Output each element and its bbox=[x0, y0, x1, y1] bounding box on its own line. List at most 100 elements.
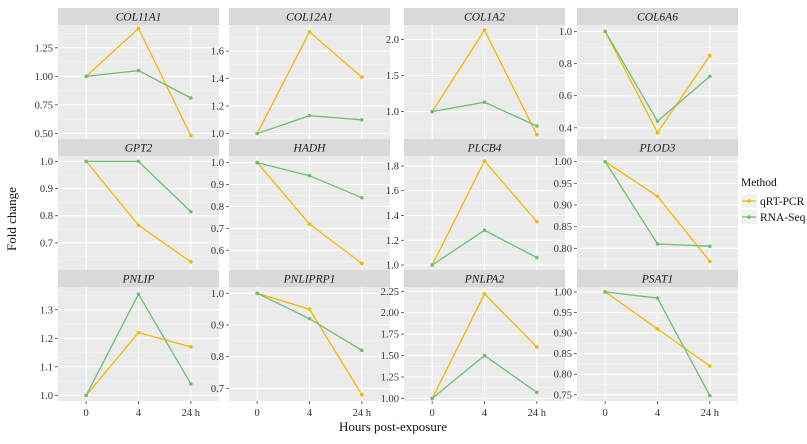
y-tick-label: 1.2 bbox=[40, 334, 53, 345]
data-point-qrt-pcr bbox=[655, 130, 660, 135]
panel-strip bbox=[58, 8, 219, 25]
panel-col11a1: COL11A1 0.50 0.75 1.00 1.25 bbox=[35, 8, 219, 140]
panel-title: PSAT1 bbox=[641, 274, 674, 286]
x-axis-title: Hours post-exposure bbox=[339, 419, 447, 434]
y-tick-label: 0.80 bbox=[554, 370, 572, 381]
x-tick-label: 4 bbox=[655, 408, 661, 419]
legend-label-rna-seq: RNA-Seq bbox=[760, 212, 806, 224]
x-tick-label: 0 bbox=[255, 408, 260, 419]
data-point-rna-seq bbox=[84, 393, 88, 398]
x-tick-label: 24 h bbox=[701, 408, 720, 419]
data-point-qrt-pcr bbox=[655, 194, 660, 199]
data-point-qrt-pcr bbox=[482, 28, 487, 32]
data-point-rna-seq bbox=[307, 173, 312, 178]
y-tick-label: 1.50 bbox=[381, 351, 399, 362]
panel-col1a2: COL1A2 1.0 1.5 2.0 bbox=[386, 8, 565, 139]
panel-plcb4: PLCB4 1.0 1.2 1.4 1.6 1.8 bbox=[386, 139, 565, 272]
x-tick-label: 0 bbox=[603, 408, 608, 419]
y-tick-label: 0.4 bbox=[559, 123, 573, 134]
y-tick-label: 0.75 bbox=[35, 100, 53, 111]
data-point-qrt-pcr bbox=[189, 345, 193, 349]
y-tick-label: 1.0 bbox=[40, 157, 53, 168]
y-tick-label: 1.0 bbox=[40, 391, 53, 402]
data-point-rna-seq bbox=[307, 316, 312, 321]
panel-title: HADH bbox=[293, 143, 327, 155]
y-tick-label: 0.7 bbox=[211, 384, 224, 395]
y-tick-label: 0.90 bbox=[554, 329, 572, 340]
data-point-rna-seq bbox=[430, 396, 434, 401]
data-point-rna-seq bbox=[136, 159, 141, 164]
data-point-qrt-pcr bbox=[189, 260, 193, 264]
data-point-rna-seq bbox=[708, 244, 712, 248]
y-tick-label: 1.0 bbox=[386, 261, 399, 272]
panel-strip bbox=[58, 139, 219, 156]
data-point-qrt-pcr bbox=[360, 392, 364, 397]
data-point-rna-seq bbox=[136, 68, 141, 73]
y-tick-label: 0.7 bbox=[211, 224, 224, 235]
data-point-qrt-pcr bbox=[136, 330, 141, 335]
data-point-rna-seq bbox=[360, 348, 364, 353]
y-tick-label: 1.00 bbox=[554, 157, 572, 168]
x-tick-label: 0 bbox=[84, 408, 89, 419]
data-point-rna-seq bbox=[535, 390, 539, 395]
panel-title: PLOD3 bbox=[639, 143, 676, 155]
y-tick-label: 2.25 bbox=[381, 287, 399, 298]
y-tick-label: 1.4 bbox=[211, 74, 225, 85]
y-tick-label: 0.75 bbox=[554, 390, 572, 401]
y-tick-label: 0.9 bbox=[40, 184, 53, 195]
y-tick-label: 0.95 bbox=[554, 179, 572, 190]
data-point-rna-seq bbox=[189, 96, 193, 100]
y-tick-label: 1.0 bbox=[211, 158, 224, 169]
y-tick-label: 0.6 bbox=[559, 91, 572, 102]
data-point-qrt-pcr bbox=[708, 259, 712, 264]
y-tick-label: 1.4 bbox=[386, 211, 400, 222]
y-tick-label: 2.00 bbox=[381, 308, 399, 319]
x-tick-label: 4 bbox=[136, 408, 142, 419]
panel-psat1: PSAT1 0.75 0.80 0.85 0.90 0.95 1.00 0 4 24 h bbox=[554, 270, 738, 419]
legend: Method qRT-PCR RNA-Seq bbox=[741, 177, 806, 224]
data-point-qrt-pcr bbox=[482, 159, 487, 163]
panel-title: PNLIP bbox=[122, 274, 155, 286]
legend-key-point-qrt-pcr bbox=[747, 199, 751, 203]
data-point-qrt-pcr bbox=[535, 219, 539, 224]
y-tick-label: 1.6 bbox=[386, 186, 399, 197]
panel-pnlip: PNLIP 1.0 1.1 1.2 1.3 0 4 24 h bbox=[40, 270, 219, 419]
y-tick-label: 1.0 bbox=[211, 129, 224, 140]
data-point-rna-seq bbox=[603, 29, 607, 34]
panel-title: PNLIPRP1 bbox=[283, 274, 336, 286]
data-point-rna-seq bbox=[136, 292, 141, 296]
x-tick-label: 24 h bbox=[182, 408, 201, 419]
y-tick-label: 0.9 bbox=[211, 180, 224, 191]
data-point-qrt-pcr bbox=[535, 345, 539, 349]
data-point-rna-seq bbox=[708, 74, 712, 79]
panel-strip bbox=[404, 270, 565, 287]
y-tick-label: 0.8 bbox=[40, 211, 53, 222]
data-point-qrt-pcr bbox=[360, 75, 364, 79]
y-tick-label: 1.6 bbox=[211, 47, 224, 58]
y-tick-label: 1.25 bbox=[35, 43, 53, 54]
panel-strip bbox=[229, 270, 390, 287]
panel-strip bbox=[229, 8, 390, 25]
data-point-qrt-pcr bbox=[136, 26, 141, 31]
data-point-qrt-pcr bbox=[307, 30, 312, 34]
legend-key-point-rna-seq bbox=[747, 215, 751, 219]
y-tick-label: 0.90 bbox=[554, 200, 572, 211]
panel-strip bbox=[577, 270, 738, 287]
legend-label-qrt-pcr: qRT-PCR bbox=[760, 196, 805, 208]
y-tick-label: 0.8 bbox=[211, 202, 224, 213]
y-tick-label: 0.8 bbox=[559, 59, 572, 70]
panel-pnliprp1: PNLIPRP1 0.7 0.8 0.9 1.0 0 4 24 h bbox=[211, 270, 390, 419]
panel-strip bbox=[229, 139, 390, 156]
panel-col12a1: COL12A1 1.0 1.2 1.4 1.6 bbox=[211, 8, 390, 140]
y-tick-label: 1.0 bbox=[559, 27, 572, 38]
y-tick-label: 0.6 bbox=[211, 246, 224, 257]
panel-pnlpa2: PNLPA2 1.00 1.25 1.50 1.75 2.00 2.25 0 4 24 h bbox=[381, 270, 565, 419]
data-point-rna-seq bbox=[255, 160, 259, 165]
panel-hadh: HADH 0.6 0.7 0.8 0.9 1.0 bbox=[211, 139, 390, 270]
panel-plod3: PLOD3 0.80 0.85 0.90 0.95 1.00 bbox=[554, 139, 738, 270]
data-point-rna-seq bbox=[482, 228, 487, 233]
y-tick-label: 1.3 bbox=[40, 305, 53, 316]
data-point-qrt-pcr bbox=[307, 222, 312, 226]
y-tick-label: 1.2 bbox=[386, 236, 399, 247]
